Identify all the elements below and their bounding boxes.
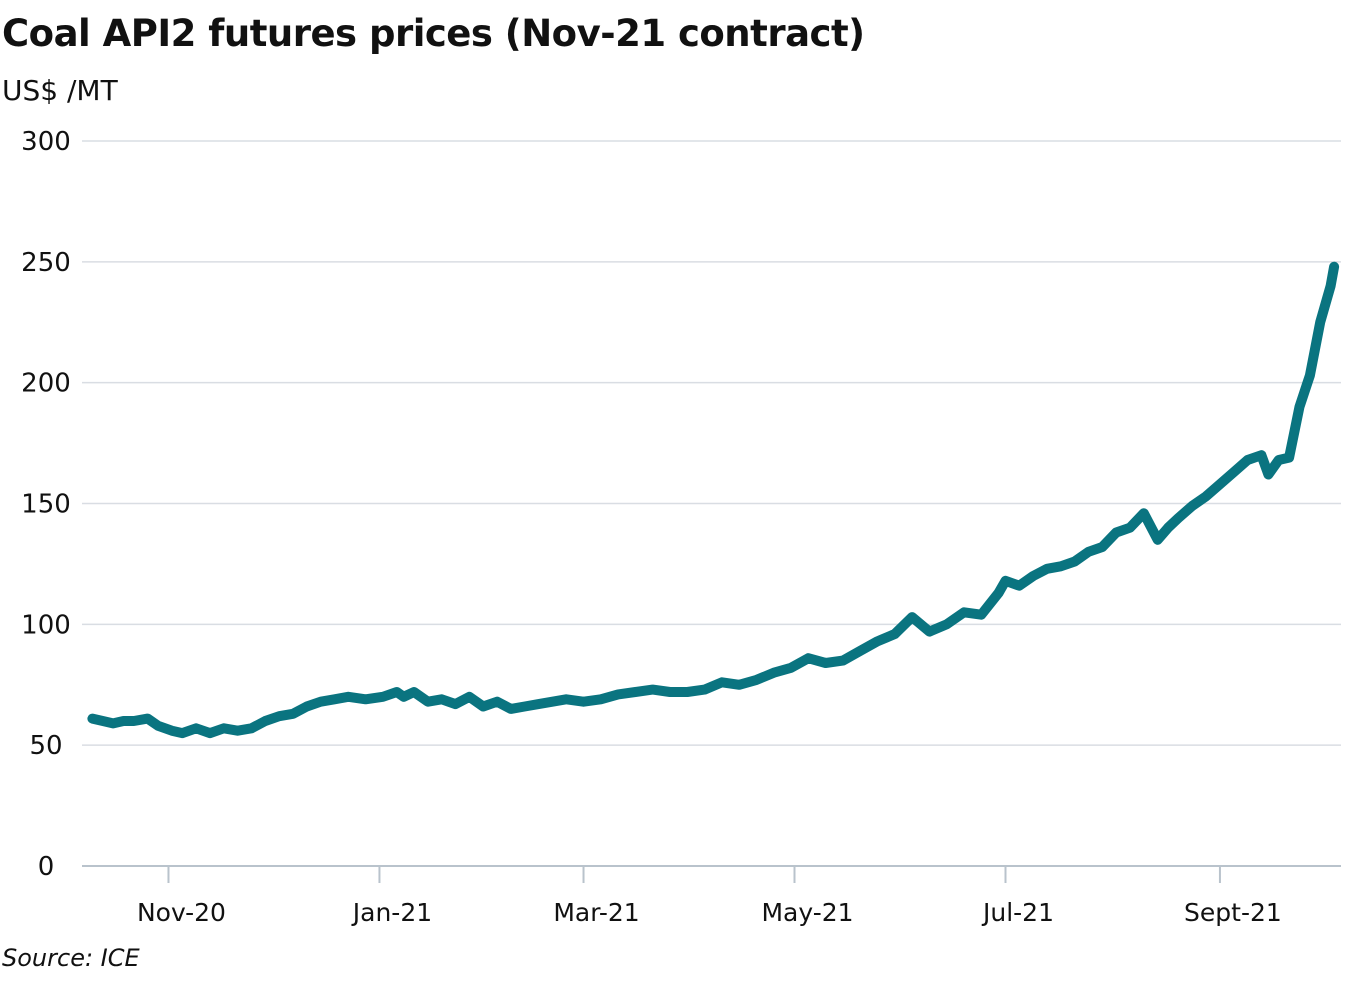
- y-tick-label-200: 200: [21, 369, 71, 399]
- y-tick-label-150: 150: [21, 490, 71, 520]
- chart-title: Coal API2 futures prices (Nov-21 contrac…: [2, 12, 865, 55]
- y-tick-label-250: 250: [21, 248, 71, 278]
- x-tick-label-0: Nov-20: [137, 898, 226, 927]
- x-tick-label-4: Jul-21: [981, 898, 1054, 927]
- source-note: Source: ICE: [2, 944, 140, 972]
- x-tick-label-1: Jan-21: [351, 898, 432, 927]
- x-tick-label-5: Sept-21: [1184, 898, 1282, 927]
- y-tick-label-100: 100: [21, 610, 71, 640]
- y-axis-unit-label: US$ /MT: [2, 74, 118, 107]
- gridlines: [82, 140, 1341, 746]
- price-series: [87, 261, 1340, 739]
- x-tick-label-3: May-21: [761, 898, 853, 927]
- y-tick-label-300: 300: [21, 127, 71, 157]
- y-tick-label-0: 0: [38, 852, 55, 882]
- y-tick-label-50: 50: [29, 731, 62, 761]
- y-axis-tick-labels: 0 50 100 150 200 250 300: [21, 127, 71, 882]
- series-line-0: [87, 261, 1340, 739]
- x-tick-label-2: Mar-21: [553, 898, 639, 927]
- x-axis-tick-labels: Nov-20 Jan-21 Mar-21 May-21 Jul-21 Sept-21: [137, 898, 1282, 927]
- x-axis: [82, 865, 1341, 883]
